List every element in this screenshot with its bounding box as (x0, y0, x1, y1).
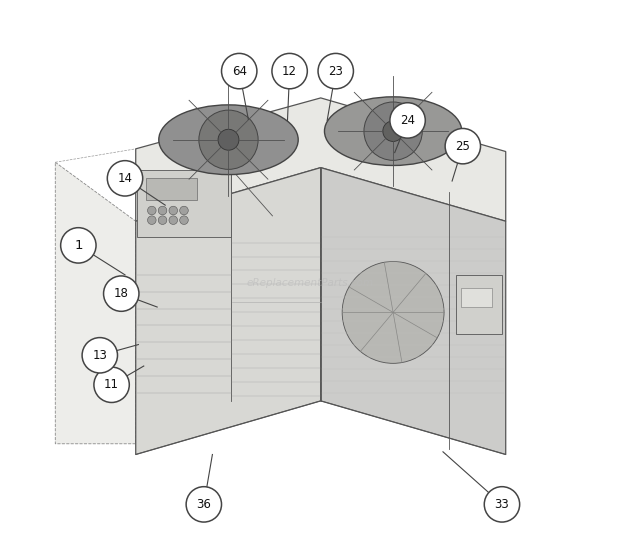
Polygon shape (456, 275, 502, 334)
Ellipse shape (159, 105, 298, 175)
Ellipse shape (364, 102, 422, 160)
Text: 33: 33 (495, 498, 510, 511)
Polygon shape (136, 168, 321, 454)
Circle shape (82, 337, 118, 373)
Ellipse shape (218, 129, 239, 150)
Circle shape (186, 487, 221, 522)
Circle shape (107, 161, 143, 196)
Circle shape (148, 216, 156, 224)
Circle shape (158, 216, 167, 224)
Polygon shape (136, 98, 506, 221)
Polygon shape (55, 162, 136, 444)
Circle shape (221, 53, 257, 89)
Text: 18: 18 (114, 287, 129, 300)
Ellipse shape (199, 110, 258, 169)
Text: 25: 25 (455, 140, 470, 153)
Text: eReplacementParts.com: eReplacementParts.com (246, 278, 374, 288)
Text: 23: 23 (329, 65, 343, 78)
Circle shape (148, 206, 156, 215)
Polygon shape (146, 178, 197, 200)
Ellipse shape (383, 121, 404, 141)
Text: 11: 11 (104, 378, 119, 391)
Circle shape (272, 53, 308, 89)
Circle shape (104, 276, 139, 312)
Circle shape (180, 206, 188, 215)
Polygon shape (321, 168, 506, 454)
Circle shape (390, 103, 425, 138)
Polygon shape (138, 170, 231, 237)
Text: 12: 12 (282, 65, 297, 78)
Circle shape (158, 206, 167, 215)
Circle shape (169, 206, 177, 215)
Text: 36: 36 (197, 498, 211, 511)
Text: 13: 13 (92, 349, 107, 362)
Circle shape (318, 53, 353, 89)
Circle shape (61, 227, 96, 263)
Circle shape (445, 128, 480, 164)
Circle shape (94, 367, 130, 403)
Ellipse shape (324, 97, 462, 165)
Ellipse shape (342, 261, 444, 363)
Circle shape (169, 216, 177, 224)
Text: 14: 14 (118, 172, 133, 185)
Text: 1: 1 (74, 239, 82, 252)
Text: 64: 64 (232, 65, 247, 78)
Circle shape (180, 216, 188, 224)
Polygon shape (461, 288, 492, 307)
Circle shape (484, 487, 520, 522)
Text: 24: 24 (400, 114, 415, 127)
